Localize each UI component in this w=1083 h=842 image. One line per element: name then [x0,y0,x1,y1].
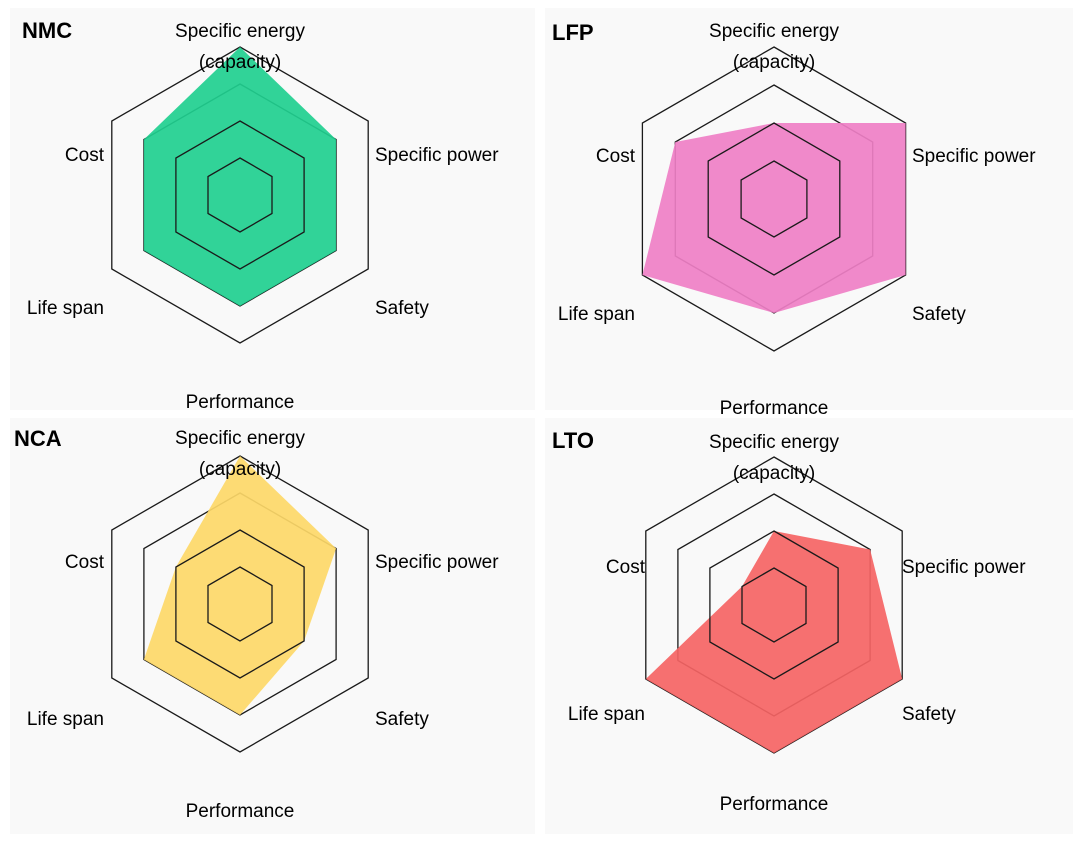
panel-nmc-axis-label-power: Specific power [375,145,499,166]
panel-lto-axis-label-performance: Performance [720,794,829,815]
panel-lto-axis-label-power: Specific power [902,557,1026,578]
panel-lfp-axis-label-energy-line1: Specific energy [709,21,839,42]
panel-lfp-axis-label-power: Specific power [912,146,1036,167]
panel-lto: LTO Specific energy (capacity) Specific … [545,418,1073,834]
panel-lto-axis-label-cost: Cost [606,557,646,578]
panel-nca-axis-label-performance: Performance [186,801,295,822]
panel-nmc-axis-label-energy-line2: (capacity) [199,52,281,73]
panel-nca-axis-label-lifespan: Life span [27,709,104,730]
panel-nca-ring-4 [111,455,369,753]
panel-nmc-ring-2 [175,120,305,270]
panel-lfp-ring-2 [707,122,841,276]
panel-lto-axis-label-lifespan: Life span [568,704,645,725]
panel-nca-axis-label-energy-line1: Specific energy [175,428,305,449]
panel-nmc-axis-label-safety: Safety [375,298,429,319]
panel-nmc-ring-4 [111,46,369,344]
panel-nca-ring-1 [207,566,273,642]
panel-lfp-ring-1 [740,160,808,238]
panel-lto-axis-label-energy-line1: Specific energy [709,432,839,453]
panel-nmc: NMC Specific energy (capacity) Specific … [10,8,535,413]
panel-nca: NCA Specific energy (capacity) Specific … [10,418,535,834]
panel-lto-title: LTO [552,428,594,453]
panel-lfp-axis-label-performance: Performance [720,398,829,419]
panel-lfp-axis-label-safety: Safety [912,304,966,325]
panel-nca-title: NCA [14,426,62,451]
panel-lfp: LFP Specific energy (capacity) Specific … [545,8,1073,419]
panel-lto-ring-1 [741,567,807,643]
panel-nmc-axis-label-cost: Cost [65,145,105,166]
panel-lfp-axis-label-cost: Cost [596,146,636,167]
panel-lto-axis-label-energy-line2: (capacity) [733,463,815,484]
panel-nca-axis-label-power: Specific power [375,552,499,573]
panel-nmc-axis-label-lifespan: Life span [27,298,104,319]
panel-nmc-ring-1 [207,157,273,233]
panel-nca-axis-label-energy-line2: (capacity) [199,459,281,480]
panel-lfp-axis-label-lifespan: Life span [558,304,635,325]
panel-nmc-axis-label-energy-line1: Specific energy [175,21,305,42]
panel-lto-ring-2 [709,530,839,680]
panel-nca-ring-2 [175,529,305,679]
panel-nca-axis-label-safety: Safety [375,709,429,730]
panel-lfp-axis-label-energy-line2: (capacity) [733,52,815,73]
panel-nmc-title: NMC [22,18,72,43]
panel-nmc-axis-label-performance: Performance [186,392,295,413]
panel-lfp-data-area [642,123,906,313]
panel-nca-axis-label-cost: Cost [65,552,105,573]
panel-lto-axis-label-safety: Safety [902,704,956,725]
panel-lfp-title: LFP [552,20,594,45]
